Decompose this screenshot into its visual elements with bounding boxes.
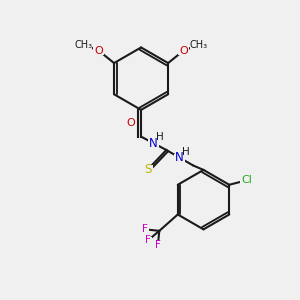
FancyBboxPatch shape	[148, 139, 159, 148]
Text: H: H	[156, 132, 164, 142]
Text: N: N	[149, 137, 158, 150]
Text: O: O	[94, 46, 103, 56]
FancyBboxPatch shape	[74, 40, 92, 49]
FancyBboxPatch shape	[178, 46, 189, 55]
Text: S: S	[144, 163, 152, 176]
FancyBboxPatch shape	[126, 119, 135, 128]
Text: O: O	[126, 118, 135, 128]
FancyBboxPatch shape	[141, 226, 149, 233]
Text: CH₃: CH₃	[190, 40, 208, 50]
FancyBboxPatch shape	[240, 176, 253, 184]
Text: N: N	[175, 151, 184, 164]
Text: CH₃: CH₃	[74, 40, 92, 50]
Text: O: O	[179, 46, 188, 56]
FancyBboxPatch shape	[190, 40, 208, 49]
FancyBboxPatch shape	[154, 242, 162, 249]
Text: F: F	[155, 240, 161, 250]
FancyBboxPatch shape	[93, 46, 104, 55]
FancyBboxPatch shape	[143, 165, 153, 173]
Text: H: H	[182, 147, 190, 157]
FancyBboxPatch shape	[144, 237, 152, 244]
FancyBboxPatch shape	[174, 154, 185, 162]
Text: F: F	[142, 224, 148, 234]
Text: Cl: Cl	[241, 175, 252, 185]
Text: F: F	[145, 236, 151, 245]
